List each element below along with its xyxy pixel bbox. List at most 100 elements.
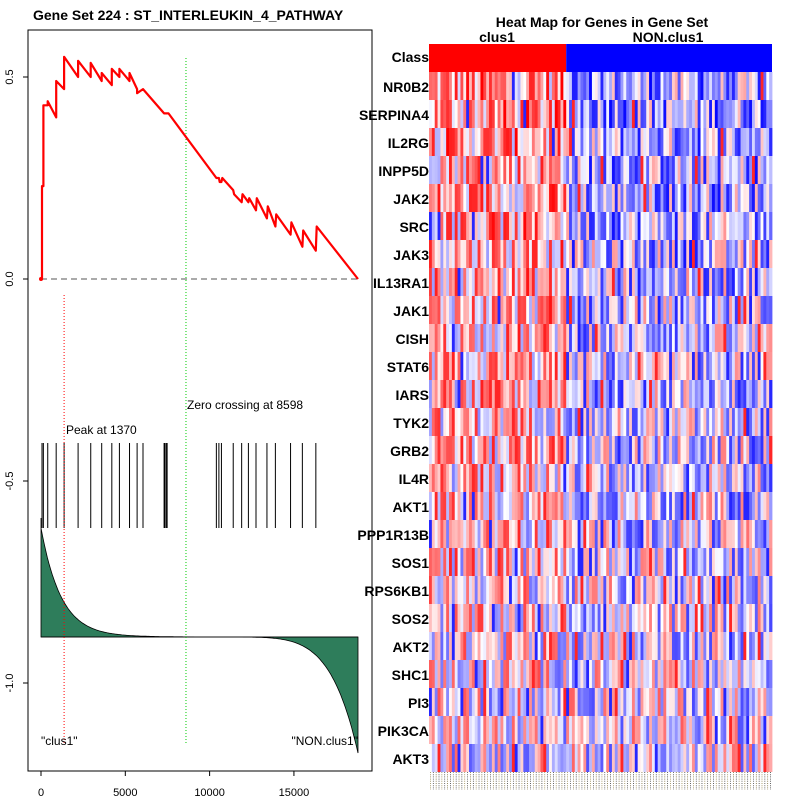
heatmap-cell <box>709 324 713 352</box>
heatmap-cell <box>683 520 687 548</box>
heatmap-cell <box>537 604 541 632</box>
heatmap-cell <box>586 604 590 632</box>
heatmap-cell <box>703 100 707 128</box>
heatmap-cell <box>489 380 493 408</box>
heatmap-cell <box>569 240 573 268</box>
heatmap-cell <box>460 436 464 464</box>
heatmap-cell <box>674 72 679 100</box>
heatmap-cell <box>446 604 450 632</box>
heatmap-cell <box>600 156 604 184</box>
heatmap-cell <box>506 436 510 464</box>
heatmap-cell <box>729 492 733 520</box>
heatmap-cell <box>486 156 490 184</box>
heatmap-cell <box>649 380 653 408</box>
heatmap-cell <box>746 604 750 632</box>
heatmap-cell <box>466 604 470 632</box>
heatmap-cell <box>683 184 687 212</box>
heatmap-cell <box>757 72 761 100</box>
heatmap-cell <box>677 352 681 380</box>
heatmap-cell <box>477 324 481 352</box>
heatmap-cell <box>717 604 721 632</box>
heatmap-cell <box>637 632 641 660</box>
heatmap-cell <box>580 156 584 184</box>
heatmap-cell <box>554 604 559 632</box>
heatmap-cell <box>634 156 639 184</box>
heatmap-row <box>429 744 773 772</box>
heatmap-cell <box>606 240 610 268</box>
heatmap-cell <box>649 100 653 128</box>
heatmap-cell <box>649 632 653 660</box>
heatmap-cell <box>554 632 559 660</box>
heatmap-cell <box>483 100 487 128</box>
heatmap-cell <box>551 380 556 408</box>
heatmap-cell <box>754 296 759 324</box>
heatmap-cell <box>720 604 724 632</box>
heatmap-cell <box>591 184 596 212</box>
heatmap-cell <box>623 240 627 268</box>
heatmap-cell <box>483 184 487 212</box>
heatmap-cell <box>646 716 650 744</box>
heatmap-cell <box>751 744 756 772</box>
heatmap-cell <box>500 408 504 436</box>
heatmap-cell <box>754 352 759 380</box>
heatmap-cell <box>723 296 727 324</box>
heatmap-cell <box>666 688 670 716</box>
heatmap-cell <box>611 520 616 548</box>
heatmap-cell <box>709 100 713 128</box>
heatmap-cell <box>711 604 716 632</box>
heatmap-cell <box>523 156 527 184</box>
heatmap-cell <box>443 548 447 576</box>
heatmap-cell <box>640 716 644 744</box>
heatmap-cell <box>514 72 519 100</box>
heatmap-cell <box>746 632 750 660</box>
heatmap-cell <box>654 660 659 688</box>
heatmap-cell <box>609 604 613 632</box>
heatmap-cell <box>580 100 584 128</box>
heatmap-cell <box>649 436 653 464</box>
heatmap-cell <box>486 184 490 212</box>
heatmap-cell <box>654 604 659 632</box>
heatmap-cell <box>474 436 478 464</box>
heatmap-cell <box>674 660 679 688</box>
heatmap-cell <box>460 548 464 576</box>
heatmap-cell <box>463 268 467 296</box>
heatmap-cell <box>723 212 727 240</box>
heatmap-cell <box>451 380 456 408</box>
heatmap-cell <box>489 436 493 464</box>
heatmap-cell <box>443 436 447 464</box>
heatmap-cell <box>646 184 650 212</box>
heatmap-cell <box>603 520 607 548</box>
heatmap-cell <box>503 100 507 128</box>
heatmap-cell <box>731 660 736 688</box>
heatmap-cell <box>566 632 570 660</box>
heatmap-cell <box>640 436 644 464</box>
heatmap-cell <box>634 548 639 576</box>
heatmap-cell <box>560 436 564 464</box>
heatmap-cell <box>663 660 667 688</box>
heatmap-cell <box>486 604 490 632</box>
heatmap-cell <box>451 72 456 100</box>
heatmap-cell <box>517 604 521 632</box>
heatmap-cell <box>569 520 573 548</box>
heatmap-cell <box>643 744 647 772</box>
heatmap-cell <box>454 716 458 744</box>
heatmap-cell <box>691 380 696 408</box>
heatmap-cell <box>634 576 639 604</box>
heatmap-cell <box>629 604 633 632</box>
heatmap-cell <box>669 268 673 296</box>
heatmap-cell <box>449 688 453 716</box>
heatmap-cell <box>537 212 541 240</box>
heatmap-cell <box>563 324 567 352</box>
heatmap-cell <box>740 72 744 100</box>
heatmap-cell <box>431 492 436 520</box>
heatmap-cell <box>597 100 601 128</box>
heatmap-cell <box>486 548 490 576</box>
heatmap-cell <box>446 324 450 352</box>
heatmap-cell <box>591 744 596 772</box>
heatmap-cell <box>509 632 513 660</box>
heatmap-cell <box>706 464 710 492</box>
heatmap-cell <box>709 548 713 576</box>
heatmap-cell <box>763 324 767 352</box>
heatmap-cell <box>729 156 733 184</box>
heatmap-cell <box>714 744 719 772</box>
